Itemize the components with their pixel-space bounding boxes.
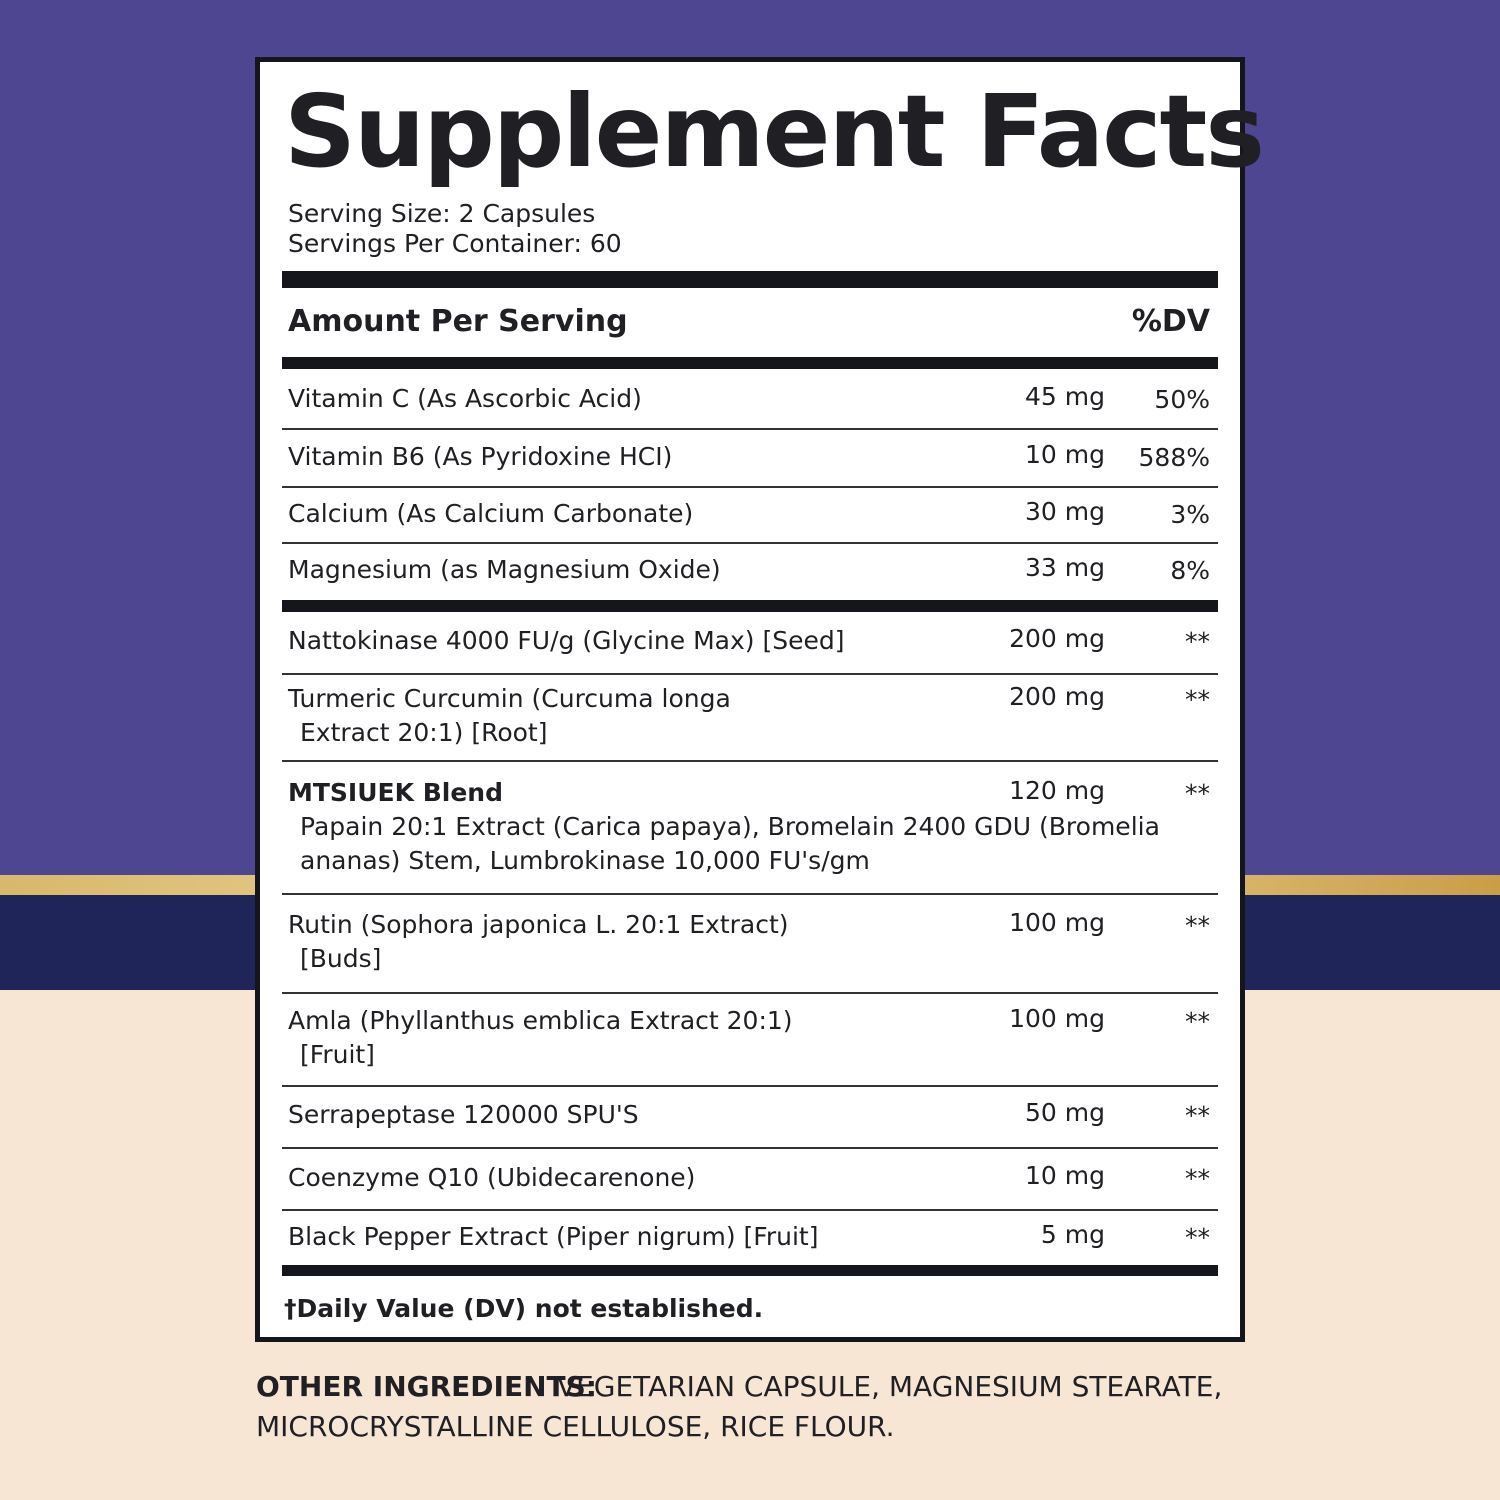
row-rule xyxy=(282,992,1218,994)
row-rule xyxy=(282,893,1218,895)
ingredient-name-cont: Extract 20:1) [Root] xyxy=(300,718,548,747)
amount: 120 mg xyxy=(1009,776,1105,805)
amount: 33 mg xyxy=(1025,553,1105,582)
ingredient-name: Turmeric Curcumin (Curcuma longa xyxy=(288,684,731,713)
ingredient-name-cont: [Fruit] xyxy=(300,1040,375,1069)
daily-value: 50% xyxy=(1154,385,1210,414)
row-rule xyxy=(282,428,1218,430)
thick-rule xyxy=(282,1265,1218,1276)
daily-value: ** xyxy=(1185,1223,1210,1252)
daily-value: ** xyxy=(1185,1007,1210,1036)
ingredient-name: Rutin (Sophora japonica L. 20:1 Extract) xyxy=(288,910,789,939)
ingredient-name-cont: Papain 20:1 Extract (Carica papaya), Bro… xyxy=(300,812,1160,841)
amount: 200 mg xyxy=(1009,682,1105,711)
daily-value: ** xyxy=(1185,685,1210,714)
ingredient-name: Vitamin B6 (As Pyridoxine HCI) xyxy=(288,442,673,471)
daily-value: ** xyxy=(1185,627,1210,656)
row-rule xyxy=(282,486,1218,488)
amount: 10 mg xyxy=(1025,1161,1105,1190)
serving-size: Serving Size: 2 Capsules xyxy=(288,199,596,228)
daily-value: ** xyxy=(1185,911,1210,940)
row-rule xyxy=(282,1147,1218,1149)
servings-per-container: Servings Per Container: 60 xyxy=(288,229,622,258)
ingredient-name: Nattokinase 4000 FU/g (Glycine Max) [See… xyxy=(288,626,845,655)
ingredient-name: Black Pepper Extract (Piper nigrum) [Fru… xyxy=(288,1222,819,1251)
ingredient-name: Coenzyme Q10 (Ubidecarenone) xyxy=(288,1163,696,1192)
other-label: OTHER INGREDIENTS: xyxy=(256,1370,597,1403)
ingredient-name: MTSIUEK Blend xyxy=(288,778,503,807)
row-rule xyxy=(282,1085,1218,1087)
amount: 200 mg xyxy=(1009,624,1105,653)
title: Supplement Facts xyxy=(284,73,1265,190)
ingredient-name: Vitamin C (As Ascorbic Acid) xyxy=(288,384,642,413)
footnote: †Daily Value (DV) not established. xyxy=(284,1294,764,1323)
row-rule xyxy=(282,542,1218,544)
amount: 100 mg xyxy=(1009,908,1105,937)
daily-value: ** xyxy=(1185,1164,1210,1193)
daily-value: 3% xyxy=(1170,500,1210,529)
ingredient-name: Serrapeptase 120000 SPU'S xyxy=(288,1100,639,1129)
row-rule xyxy=(282,760,1218,762)
ingredient-name-cont: ananas) Stem, Lumbrokinase 10,000 FU's/g… xyxy=(300,846,870,875)
ingredient-name-cont: [Buds] xyxy=(300,944,382,973)
daily-value: 588% xyxy=(1138,443,1210,472)
amount: 30 mg xyxy=(1025,497,1105,526)
daily-value: ** xyxy=(1185,779,1210,808)
amount: 5 mg xyxy=(1040,1220,1105,1249)
amount: 100 mg xyxy=(1009,1004,1105,1033)
row-rule xyxy=(282,673,1218,675)
amount: 50 mg xyxy=(1025,1098,1105,1127)
ingredient-name: Amla (Phyllanthus emblica Extract 20:1) xyxy=(288,1006,793,1035)
ingredient-name: Magnesium (as Magnesium Oxide) xyxy=(288,555,721,584)
amount: 45 mg xyxy=(1025,382,1105,411)
daily-value: 8% xyxy=(1170,556,1210,585)
header-amount: Amount Per Serving xyxy=(288,304,628,339)
thick-rule xyxy=(282,271,1218,288)
thick-rule xyxy=(282,357,1218,369)
daily-value: ** xyxy=(1185,1101,1210,1130)
row-rule xyxy=(282,1209,1218,1211)
other-text: VEGETARIAN CAPSULE, MAGNESIUM STEARATE, xyxy=(548,1370,1223,1403)
header-dv: %DV xyxy=(1131,304,1210,339)
amount: 10 mg xyxy=(1025,440,1105,469)
thick-rule xyxy=(282,600,1218,612)
other-text: MICROCRYSTALLINE CELLULOSE, RICE FLOUR. xyxy=(256,1410,895,1443)
ingredient-name: Calcium (As Calcium Carbonate) xyxy=(288,499,694,528)
